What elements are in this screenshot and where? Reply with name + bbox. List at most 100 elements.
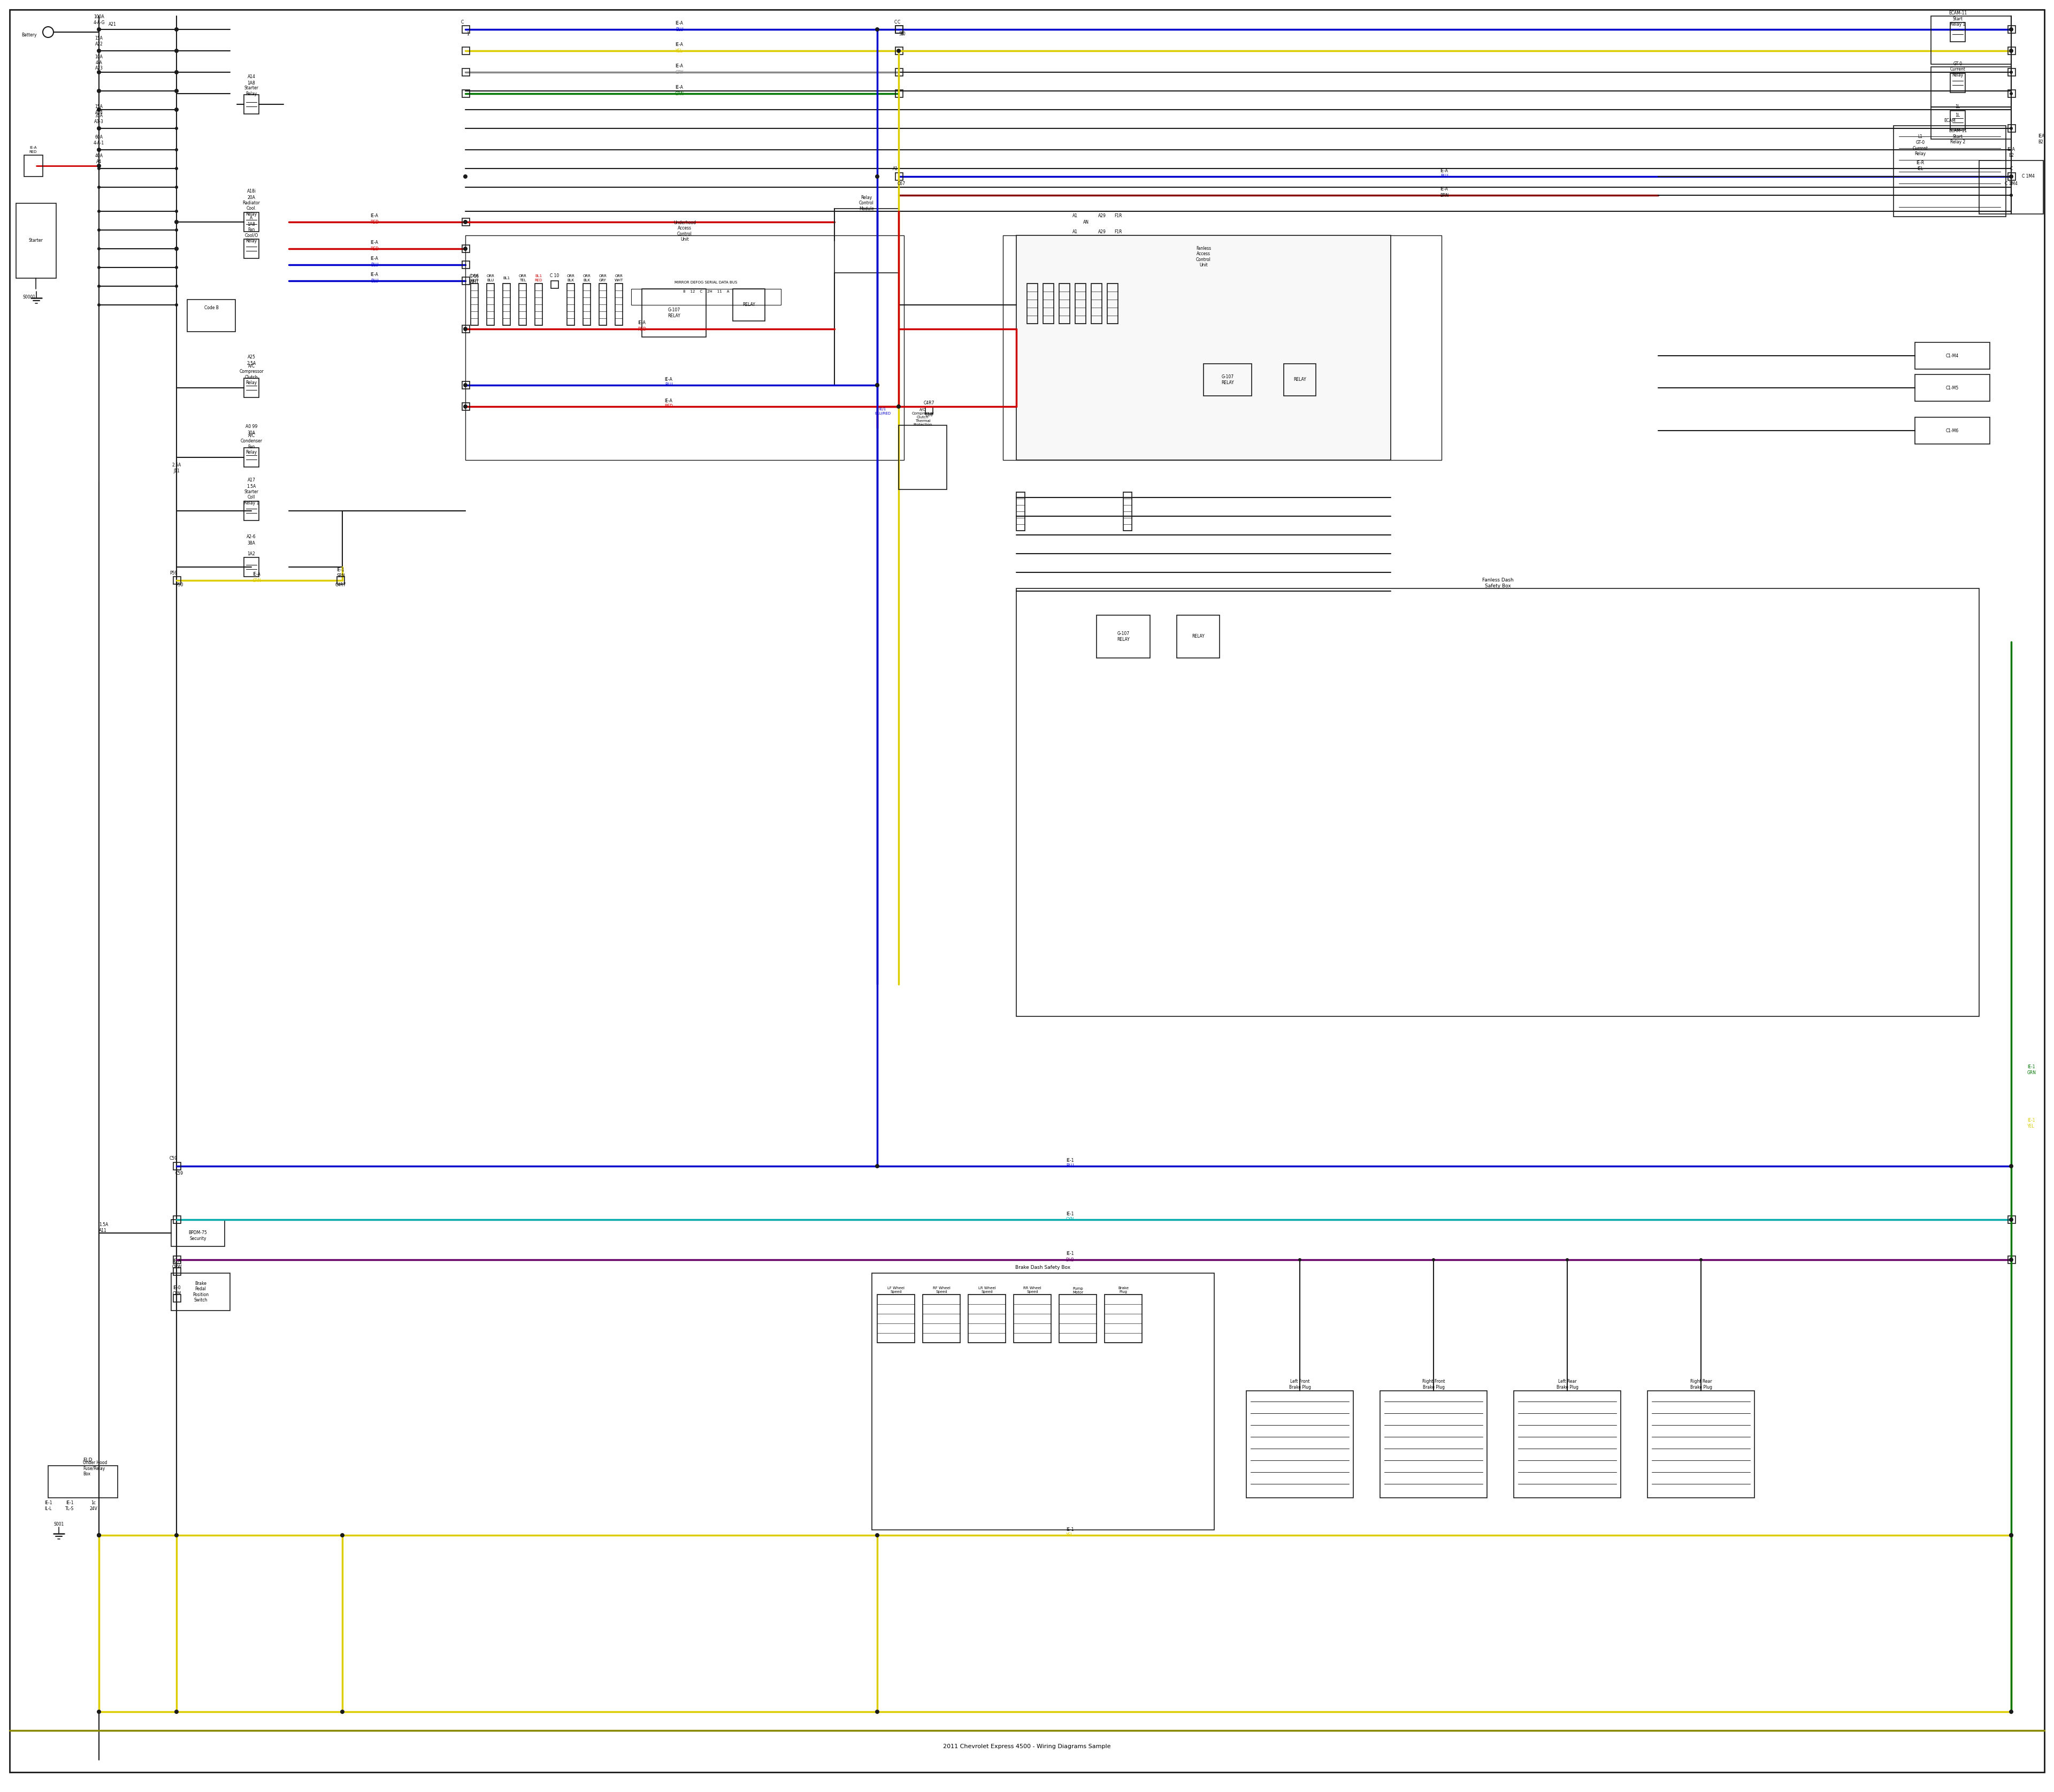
Bar	[2009, 125, 2015, 133]
Bar	[1105, 1294, 1142, 1342]
Circle shape	[97, 1534, 101, 1538]
Text: ORR
BLU: ORR BLU	[487, 274, 495, 281]
Text: IE-1: IE-1	[1066, 1251, 1074, 1256]
Text: 50: 50	[900, 30, 906, 36]
Circle shape	[2009, 1165, 2013, 1168]
Circle shape	[97, 27, 101, 32]
Bar	[2009, 172, 2015, 181]
Bar	[1980, 161, 2044, 213]
Text: Fan
Cool/O
Relay: Fan Cool/O Relay	[244, 228, 259, 244]
Circle shape	[2009, 1534, 2013, 1538]
Bar	[567, 283, 575, 324]
Text: MIRROR DEFOG SERIAL DATA BUS: MIRROR DEFOG SERIAL DATA BUS	[674, 281, 737, 285]
Text: IE-A: IE-A	[676, 86, 684, 90]
Text: C1-M5: C1-M5	[1945, 385, 1960, 391]
Text: BLU: BLU	[665, 383, 672, 387]
Bar	[1894, 125, 2007, 217]
Bar	[1043, 283, 1054, 324]
Bar	[187, 299, 236, 332]
Text: 8    12    C    2H    11    A: 8 12 C 2H 11 A	[682, 290, 729, 294]
Text: IE-A: IE-A	[639, 321, 645, 326]
Text: RELAY: RELAY	[1294, 378, 1306, 382]
Circle shape	[2009, 27, 2013, 32]
Circle shape	[875, 383, 879, 387]
Bar	[244, 378, 259, 398]
Circle shape	[1565, 1258, 1569, 1262]
Bar	[1017, 588, 1980, 1016]
Text: Starter
Coll
Relay 1: Starter Coll Relay 1	[244, 489, 259, 505]
Circle shape	[175, 90, 179, 93]
Bar	[2009, 1256, 2015, 1263]
Text: C59: C59	[175, 1172, 183, 1176]
Circle shape	[2009, 127, 2013, 131]
Circle shape	[875, 1710, 879, 1713]
Text: IE-1
SRN: IE-1 SRN	[337, 568, 345, 579]
Circle shape	[875, 27, 879, 32]
Text: 1A8: 1A8	[246, 81, 255, 86]
Bar	[877, 1294, 914, 1342]
Text: C18: C18	[924, 412, 933, 418]
Bar	[170, 1220, 224, 1247]
Text: F1R: F1R	[1113, 213, 1121, 219]
Bar	[462, 324, 470, 333]
Text: A0 99: A0 99	[244, 425, 257, 430]
Circle shape	[175, 265, 179, 269]
Circle shape	[97, 70, 101, 73]
Text: IE-1
YEL: IE-1 YEL	[2027, 1118, 2036, 1129]
Bar	[244, 502, 259, 520]
Circle shape	[341, 1710, 345, 1713]
Text: Relay
Control
Module: Relay Control Module	[859, 195, 875, 211]
Bar	[1017, 235, 1391, 461]
Bar	[1097, 615, 1150, 658]
Text: C4R7: C4R7	[924, 400, 935, 405]
Text: A/C
Compressor
Clutch
Relay: A/C Compressor Clutch Relay	[238, 364, 263, 385]
Text: Fanless Dash
Safety Box: Fanless Dash Safety Box	[1483, 577, 1514, 588]
Text: ORR
TEL: ORR TEL	[518, 274, 526, 281]
Circle shape	[175, 247, 179, 251]
Bar	[462, 219, 470, 226]
Bar	[462, 90, 470, 97]
Bar	[1060, 283, 1070, 324]
Text: RED: RED	[370, 220, 378, 224]
Bar	[244, 238, 259, 258]
Text: G-107
RELAY: G-107 RELAY	[1117, 631, 1130, 642]
Text: A14: A14	[246, 73, 255, 79]
Bar	[503, 283, 509, 324]
Text: Left Front
Brake Plug: Left Front Brake Plug	[1288, 1380, 1310, 1389]
Text: Under Hood
Fuse/Relay
Box: Under Hood Fuse/Relay Box	[82, 1460, 107, 1477]
Bar	[244, 95, 259, 115]
Circle shape	[175, 108, 179, 111]
Text: IE-A: IE-A	[370, 240, 378, 246]
Bar	[520, 283, 526, 324]
Text: Brake
Plug: Brake Plug	[1117, 1287, 1128, 1294]
Text: ORR
WHT: ORR WHT	[470, 274, 479, 281]
Text: BPDM-75
Security: BPDM-75 Security	[189, 1231, 207, 1240]
Bar	[1931, 66, 2011, 108]
Text: C59: C59	[168, 1156, 177, 1161]
Circle shape	[2009, 176, 2013, 177]
Text: GT-0
Current
Relay: GT-0 Current Relay	[1949, 61, 1966, 77]
Text: IE-A: IE-A	[370, 213, 378, 219]
Bar	[834, 208, 900, 272]
Text: C: C	[898, 20, 900, 25]
Bar	[922, 1294, 959, 1342]
Text: 1A2: 1A2	[246, 552, 255, 556]
Bar	[1091, 283, 1101, 324]
Circle shape	[875, 1534, 879, 1538]
Text: AN: AN	[1082, 220, 1089, 224]
Text: C 1M4: C 1M4	[2021, 174, 2036, 179]
Bar	[1177, 615, 1220, 658]
Text: ELD: ELD	[82, 1459, 92, 1462]
Circle shape	[2009, 70, 2013, 73]
Text: Code B: Code B	[203, 305, 218, 310]
Bar	[462, 278, 470, 285]
Text: IE-A: IE-A	[665, 376, 672, 382]
Bar	[170, 1272, 230, 1310]
Text: C 1M4: C 1M4	[2005, 181, 2017, 186]
Bar	[1931, 108, 2011, 140]
Bar	[1074, 283, 1087, 324]
Text: C1-M6: C1-M6	[1945, 428, 1960, 434]
Text: 2011 Chevrolet Express 4500 - Wiring Diagrams Sample: 2011 Chevrolet Express 4500 - Wiring Dia…	[943, 1744, 1111, 1749]
Text: GRN: GRN	[676, 91, 684, 97]
Circle shape	[97, 167, 101, 170]
